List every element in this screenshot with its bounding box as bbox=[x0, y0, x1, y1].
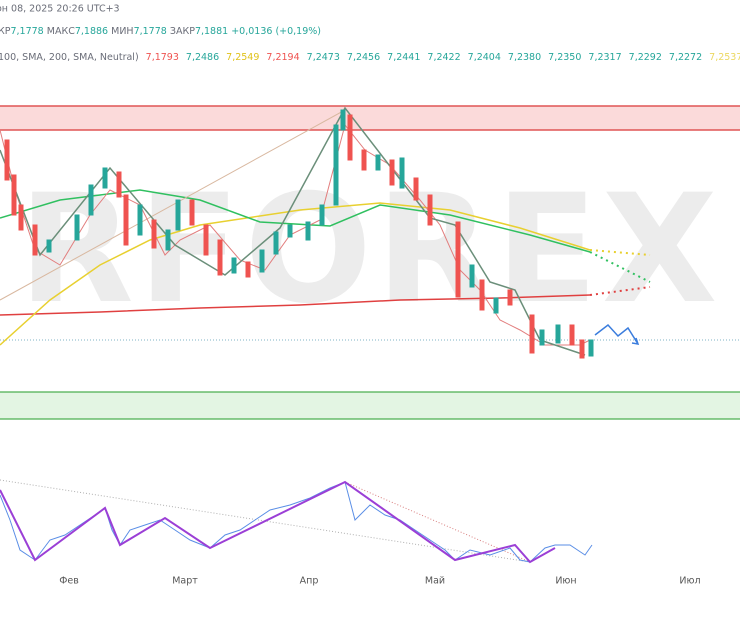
candles bbox=[4, 109, 594, 359]
candle bbox=[217, 239, 223, 276]
x-axis-label: Март bbox=[172, 576, 198, 587]
candle bbox=[231, 257, 237, 274]
ohlc-value: 7,1778 bbox=[10, 26, 43, 37]
x-axis-label: Фев bbox=[59, 576, 79, 587]
candle bbox=[579, 339, 585, 359]
ohlc-label: ЗАКР bbox=[170, 26, 195, 37]
candle bbox=[588, 339, 594, 357]
indicator-value: 7,2486 bbox=[186, 52, 219, 63]
candle bbox=[507, 289, 513, 306]
candle bbox=[4, 139, 10, 181]
indicator-value: 7,2537 bbox=[709, 52, 740, 63]
candle bbox=[375, 154, 381, 171]
candle bbox=[74, 214, 80, 241]
candle bbox=[175, 199, 181, 231]
candle bbox=[88, 184, 94, 216]
candle bbox=[347, 114, 353, 161]
sma-yellow bbox=[0, 202, 591, 346]
x-axis-label: Апр bbox=[300, 576, 319, 587]
indicator-value: 7,1793 bbox=[146, 52, 179, 63]
candle bbox=[413, 177, 419, 201]
indicator-value: 7,2350 bbox=[548, 52, 581, 63]
x-axis-label: Июн bbox=[555, 576, 576, 587]
ohlc-label: МИН bbox=[111, 26, 133, 37]
ohlc-change: +0,0136 (+0,19%) bbox=[231, 26, 321, 37]
indicator-prefix: 100, SMA, 200, SMA, Neutral) bbox=[0, 52, 139, 63]
candle bbox=[102, 167, 108, 189]
candle bbox=[245, 261, 251, 278]
candle bbox=[46, 239, 52, 253]
osc-trend bbox=[344, 481, 531, 563]
candle bbox=[333, 124, 339, 206]
sma-long bbox=[0, 294, 591, 316]
ohlc-label: МАКС bbox=[47, 26, 75, 37]
candle bbox=[189, 199, 195, 226]
ohlc-value: 7,1778 bbox=[134, 26, 167, 37]
indicator-value: 7,2549 bbox=[226, 52, 259, 63]
osc-zigzag bbox=[0, 480, 556, 564]
indicator-value: 7,2473 bbox=[307, 52, 340, 63]
resistance-zone bbox=[0, 106, 740, 130]
candle bbox=[455, 221, 461, 298]
candle bbox=[389, 159, 395, 186]
candle bbox=[399, 157, 405, 189]
candle bbox=[305, 221, 311, 241]
candle bbox=[18, 204, 24, 231]
candle bbox=[539, 329, 545, 346]
candle bbox=[165, 229, 171, 251]
candle bbox=[137, 204, 143, 236]
candle bbox=[123, 194, 129, 246]
indicator-value: 7,2272 bbox=[669, 52, 702, 63]
ohlc-label: КР bbox=[0, 26, 11, 37]
candle bbox=[32, 224, 38, 256]
watermark: RFOREX bbox=[18, 163, 721, 337]
candle bbox=[361, 149, 367, 171]
indicator-value: 7,2292 bbox=[629, 52, 662, 63]
ohlc-value: 7,1886 bbox=[75, 26, 108, 37]
candle bbox=[555, 324, 561, 344]
sma-green bbox=[0, 189, 591, 253]
sma-green-forecast bbox=[589, 251, 651, 283]
indicator-value: 7,2422 bbox=[427, 52, 460, 63]
candle bbox=[116, 171, 122, 198]
ohlc-line: КР7,1778 МАКС7,1886 МИН7,1778 ЗАКР7,1881… bbox=[0, 26, 321, 37]
indicator-value: 7,2380 bbox=[508, 52, 541, 63]
candle bbox=[11, 174, 17, 216]
forecast-arrowhead bbox=[631, 337, 640, 345]
sma-yellow-forecast bbox=[589, 249, 651, 256]
candle bbox=[151, 219, 157, 249]
candle bbox=[493, 297, 499, 314]
oscillator bbox=[0, 479, 593, 564]
sma-long-forecast bbox=[589, 286, 651, 296]
candle bbox=[479, 279, 485, 311]
candle bbox=[427, 194, 433, 226]
ohlc-value: 7,1881 bbox=[195, 26, 228, 37]
candle bbox=[287, 224, 293, 238]
candle bbox=[469, 264, 475, 288]
candle bbox=[203, 224, 209, 256]
candle bbox=[259, 249, 265, 273]
indicator-value: 7,2317 bbox=[588, 52, 621, 63]
x-axis-label: Май bbox=[425, 576, 445, 587]
candle bbox=[340, 109, 346, 131]
support-zone bbox=[0, 392, 740, 419]
candle bbox=[529, 314, 535, 354]
indicator-value: 7,2194 bbox=[266, 52, 299, 63]
indicator-line: 100, SMA, 200, SMA, Neutral) 7,1793 7,2486… bbox=[0, 52, 740, 63]
x-axis: Фев Март Апр Май Июн Июл bbox=[59, 576, 700, 587]
candle bbox=[569, 324, 575, 346]
watermark-group: RFOREX bbox=[18, 163, 721, 337]
candle bbox=[273, 231, 279, 255]
indicator-value: 7,2456 bbox=[347, 52, 380, 63]
indicator-value: 7,2404 bbox=[468, 52, 501, 63]
x-axis-label: Июл bbox=[679, 576, 700, 587]
date-line: он 08, 2025 20:26 UTC+3 bbox=[0, 4, 120, 15]
osc-line bbox=[0, 481, 593, 563]
candle bbox=[319, 204, 325, 226]
trend-line bbox=[0, 109, 346, 301]
forecast-arrow bbox=[594, 323, 639, 345]
zigzag bbox=[0, 106, 586, 356]
indicator-value: 7,2441 bbox=[387, 52, 420, 63]
